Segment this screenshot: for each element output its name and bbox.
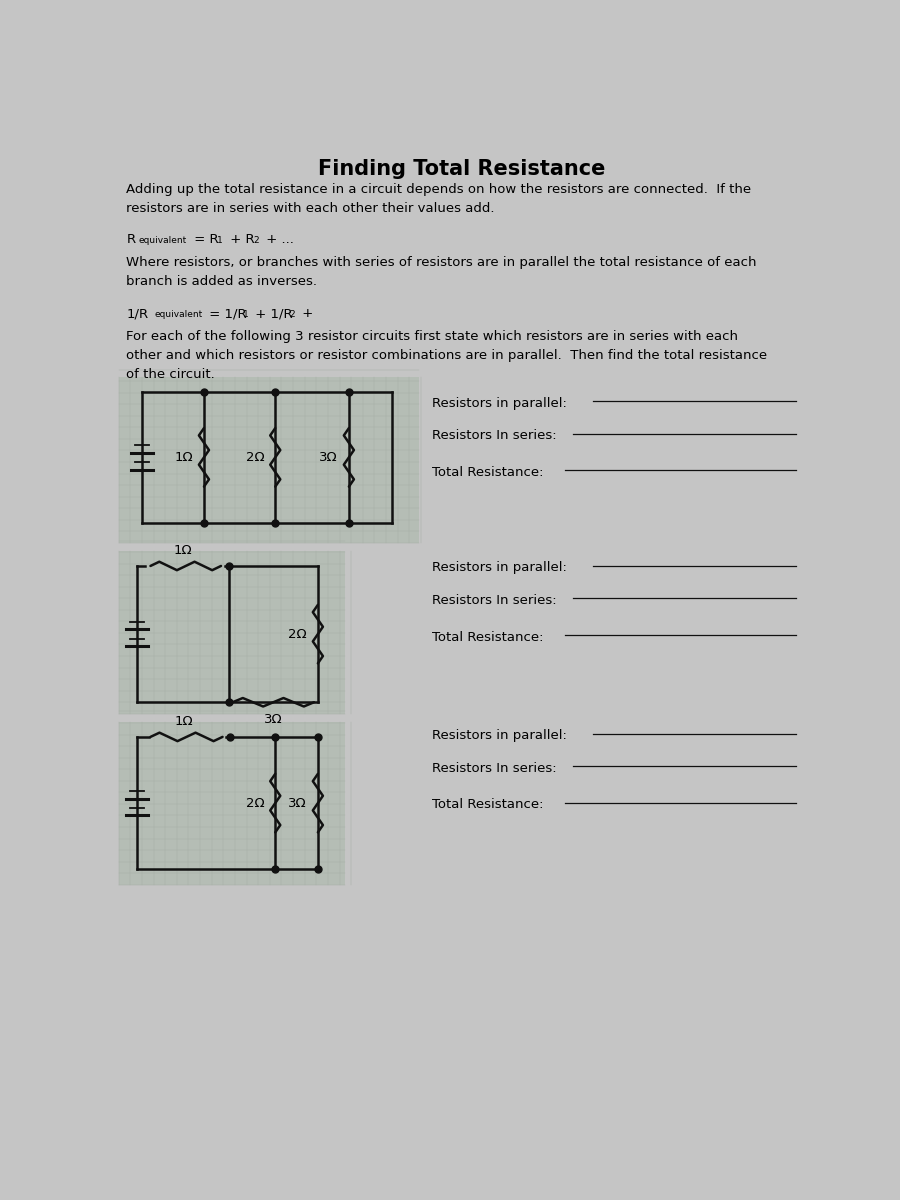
- Text: R: R: [126, 233, 136, 246]
- Text: + 1/R: + 1/R: [251, 307, 292, 320]
- Text: 2Ω: 2Ω: [246, 797, 265, 810]
- Text: Resistors In series:: Resistors In series:: [432, 594, 556, 607]
- Text: + R: + R: [226, 233, 255, 246]
- Text: 1/R: 1/R: [126, 307, 148, 320]
- Text: For each of the following 3 resistor circuits first state which resistors are in: For each of the following 3 resistor cir…: [126, 330, 768, 382]
- Text: Resistors In series:: Resistors In series:: [432, 762, 556, 774]
- Text: Adding up the total resistance in a circuit depends on how the resistors are con: Adding up the total resistance in a circ…: [126, 182, 752, 215]
- Text: Resistors in parallel:: Resistors in parallel:: [432, 730, 567, 742]
- Text: 2: 2: [254, 235, 259, 245]
- Text: Resistors in parallel:: Resistors in parallel:: [432, 396, 567, 409]
- Text: 3Ω: 3Ω: [264, 713, 283, 726]
- Text: Finding Total Resistance: Finding Total Resistance: [318, 160, 605, 179]
- Text: Resistors In series:: Resistors In series:: [432, 428, 556, 442]
- Text: + ...: + ...: [262, 233, 294, 246]
- Text: +: +: [298, 307, 313, 320]
- Text: Where resistors, or branches with series of resistors are in parallel the total : Where resistors, or branches with series…: [126, 256, 757, 288]
- Bar: [119, 377, 418, 542]
- Text: 2: 2: [289, 311, 295, 319]
- Text: 3Ω: 3Ω: [320, 451, 338, 464]
- Text: 1Ω: 1Ω: [175, 715, 194, 727]
- Text: Total Resistance:: Total Resistance:: [432, 631, 544, 643]
- Text: = R: = R: [190, 233, 219, 246]
- Text: 3Ω: 3Ω: [288, 797, 307, 810]
- Text: 1: 1: [217, 235, 223, 245]
- Bar: [119, 721, 345, 884]
- Text: 1Ω: 1Ω: [174, 544, 193, 557]
- Bar: [119, 551, 345, 714]
- Text: 1: 1: [243, 311, 248, 319]
- Text: 2Ω: 2Ω: [246, 451, 265, 464]
- Text: Resistors in parallel:: Resistors in parallel:: [432, 562, 567, 575]
- Text: Total Resistance:: Total Resistance:: [432, 466, 544, 479]
- Text: = 1/R: = 1/R: [204, 307, 247, 320]
- Text: Total Resistance:: Total Resistance:: [432, 798, 544, 811]
- Text: 1Ω: 1Ω: [175, 451, 194, 464]
- Text: equivalent: equivalent: [155, 311, 202, 319]
- Text: 2Ω: 2Ω: [288, 628, 307, 641]
- Text: equivalent: equivalent: [139, 235, 187, 245]
